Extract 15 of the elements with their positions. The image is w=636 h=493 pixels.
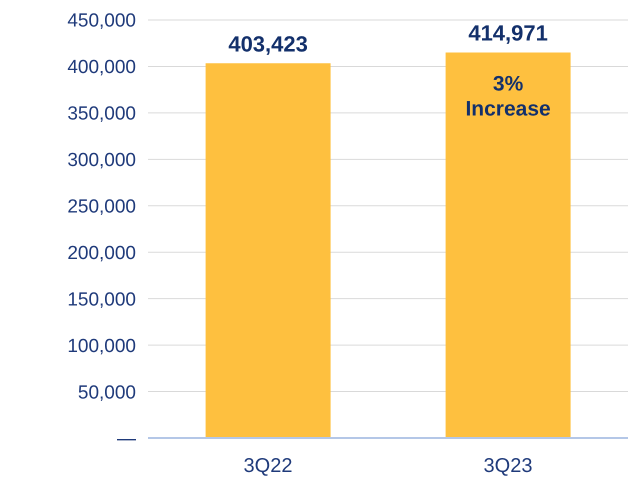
y-tick-label: 100,000	[67, 336, 136, 357]
x-tick-label: 3Q23	[484, 455, 532, 478]
y-tick-label: 450,000	[67, 10, 136, 32]
data-label: 403,423	[228, 31, 308, 56]
annotation: 3% Increase	[465, 72, 551, 121]
y-tick-label: 300,000	[67, 150, 136, 172]
y-tick-label: —	[117, 428, 136, 450]
y-tick-label: 50,000	[78, 382, 136, 404]
y-tick-label: 250,000	[67, 196, 136, 218]
y-tick-label: 400,000	[67, 57, 136, 78]
y-tick-label: 350,000	[67, 104, 136, 125]
x-tick-label: 3Q22	[244, 455, 292, 478]
data-label: 414,971	[468, 20, 548, 46]
y-tick-label: 150,000	[67, 289, 136, 310]
y-tick-label: 200,000	[67, 242, 136, 264]
